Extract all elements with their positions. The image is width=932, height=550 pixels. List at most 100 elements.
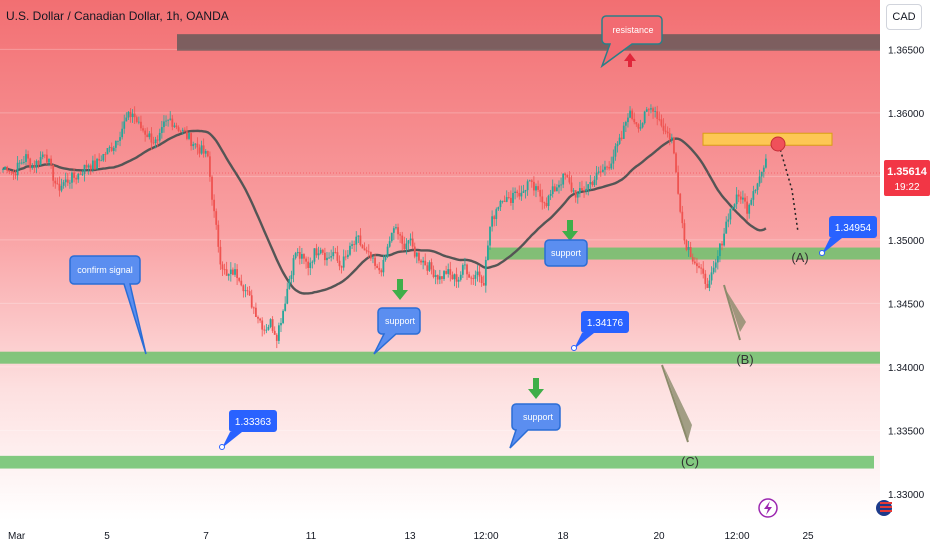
- candle-body: [255, 307, 257, 318]
- candle-body: [631, 110, 634, 119]
- candle-body: [87, 165, 90, 168]
- candle-body: [112, 147, 115, 151]
- candle-body: [733, 204, 736, 208]
- candle-body: [252, 307, 255, 309]
- x-tick-label: 11: [306, 531, 317, 542]
- candle-body: [553, 186, 556, 192]
- callout-support-1-text: support: [385, 316, 416, 326]
- candle-body: [248, 291, 251, 296]
- candle-body: [142, 128, 144, 131]
- zone-resistance[interactable]: [177, 34, 880, 51]
- candle-body: [438, 276, 441, 280]
- candle-body: [238, 278, 241, 281]
- candle-body: [372, 257, 374, 259]
- candle-body: [91, 160, 94, 170]
- resistance-up-arrow: [624, 53, 636, 67]
- candle-body: [629, 110, 631, 118]
- candle-body: [204, 150, 207, 154]
- candle-body: [581, 188, 583, 190]
- candle-body: [470, 277, 473, 279]
- candle-body: [522, 191, 525, 193]
- candle-body: [618, 137, 621, 144]
- time-axis[interactable]: Mar 5 7 11 13 12:00 18 20 12:00 25: [8, 531, 814, 542]
- candle-body: [660, 119, 663, 126]
- candle-body: [62, 182, 65, 186]
- candle-body: [311, 261, 314, 263]
- candle-body: [282, 310, 284, 323]
- callout-price-1[interactable]: 1.34954: [819, 216, 878, 256]
- candle-body: [727, 219, 730, 222]
- candle-body: [18, 162, 21, 164]
- candle-body: [535, 186, 537, 191]
- candle-body: [278, 325, 280, 341]
- candle-body: [430, 262, 433, 270]
- candle-body: [27, 154, 29, 159]
- candle-body: [721, 243, 723, 246]
- candle-body: [323, 252, 326, 261]
- callout-price-2[interactable]: 1.34176: [571, 311, 630, 351]
- candle-body: [750, 199, 753, 205]
- candle-body: [610, 163, 613, 169]
- candle-body: [380, 270, 383, 273]
- candle-body: [290, 275, 293, 280]
- candle-body: [507, 197, 510, 198]
- zone-target[interactable]: [702, 132, 833, 146]
- callout-price-3[interactable]: 1.33363: [219, 410, 278, 450]
- candle-body: [2, 168, 4, 171]
- candle-body: [351, 244, 353, 246]
- candle-body: [167, 119, 170, 121]
- currency-button[interactable]: CAD: [886, 4, 922, 30]
- zones: [0, 34, 880, 469]
- candle-body: [457, 279, 460, 282]
- candle-body: [436, 275, 439, 280]
- current-price-tag: 1.35614 19:22: [884, 160, 930, 196]
- candle-body: [413, 246, 416, 257]
- candle-body: [585, 188, 588, 192]
- candle-body: [499, 200, 502, 208]
- candle-body: [292, 258, 295, 276]
- callout-confirm-signal[interactable]: confirm signal: [69, 255, 147, 355]
- callout-support-2[interactable]: support: [544, 239, 588, 267]
- candle-body: [328, 257, 330, 259]
- candle-body: [106, 148, 109, 155]
- down-arrow-2: [562, 220, 578, 241]
- candle-body: [355, 236, 358, 245]
- candle-body: [390, 232, 393, 242]
- candle-body: [397, 227, 399, 235]
- candle-body: [639, 127, 642, 129]
- candle-body: [183, 129, 186, 132]
- callout-support-3[interactable]: support: [509, 403, 561, 449]
- candle-body: [119, 137, 121, 141]
- candle-body: [227, 274, 230, 276]
- callout-resistance[interactable]: resistance: [600, 15, 663, 69]
- candle-body: [75, 177, 78, 180]
- candle-body: [447, 269, 450, 274]
- candle-body: [754, 189, 757, 192]
- candle-body: [163, 121, 165, 128]
- candle-body: [643, 111, 646, 124]
- candle-body: [330, 256, 333, 258]
- candle-body: [729, 208, 732, 220]
- candle-body: [129, 111, 132, 118]
- grid: [0, 48, 880, 495]
- candle-body: [518, 193, 521, 197]
- candle-body: [121, 128, 124, 138]
- callout-support-1[interactable]: support: [373, 307, 421, 355]
- candle-body: [79, 173, 82, 175]
- candle-body: [66, 179, 69, 183]
- candle-body: [280, 322, 282, 326]
- candle-body: [395, 227, 397, 229]
- candle-body: [267, 326, 270, 330]
- candle-body: [441, 276, 443, 279]
- zone-support[interactable]: [0, 455, 874, 469]
- candle-body: [560, 184, 562, 186]
- candle-body: [365, 250, 368, 252]
- zone-support[interactable]: [0, 351, 880, 364]
- candle-body: [501, 200, 504, 202]
- zone-support[interactable]: [488, 247, 880, 260]
- candle-body: [83, 164, 86, 175]
- candle-body: [236, 269, 238, 279]
- candle-body: [541, 196, 544, 203]
- lightning-icon[interactable]: [758, 498, 778, 518]
